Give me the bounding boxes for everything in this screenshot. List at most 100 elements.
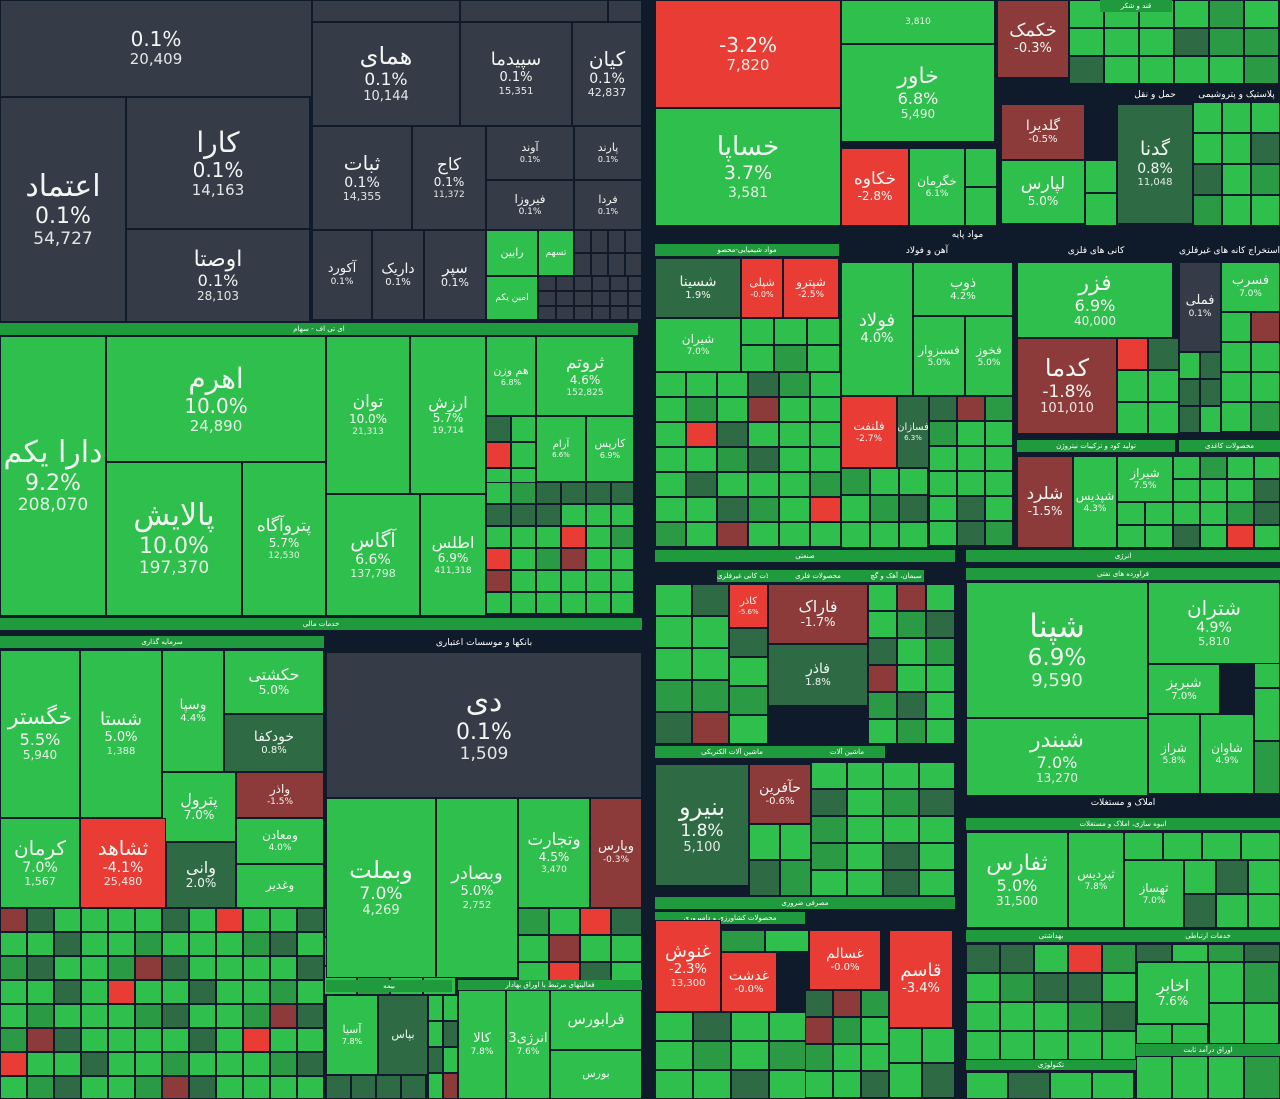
symbol-tile[interactable]: شیران 7.0% bbox=[655, 318, 741, 372]
minor-tile[interactable] bbox=[1209, 0, 1244, 28]
minor-tile[interactable] bbox=[833, 1044, 861, 1071]
minor-tile[interactable] bbox=[1050, 1072, 1092, 1099]
minor-tile[interactable] bbox=[779, 447, 810, 472]
minor-tile[interactable] bbox=[1092, 1072, 1134, 1099]
minor-tile[interactable] bbox=[608, 0, 642, 22]
minor-tile[interactable] bbox=[538, 291, 556, 306]
minor-tile[interactable] bbox=[1227, 525, 1254, 548]
minor-tile[interactable] bbox=[717, 497, 748, 522]
minor-tile[interactable] bbox=[608, 253, 625, 276]
minor-tile[interactable] bbox=[1222, 133, 1251, 164]
minor-tile[interactable] bbox=[270, 1052, 297, 1076]
minor-tile[interactable] bbox=[216, 1004, 243, 1028]
minor-tile[interactable] bbox=[1200, 352, 1221, 379]
minor-tile[interactable] bbox=[108, 1028, 135, 1052]
minor-tile[interactable] bbox=[1034, 973, 1068, 1002]
minor-tile[interactable] bbox=[897, 692, 926, 719]
minor-tile[interactable] bbox=[580, 935, 611, 962]
symbol-tile[interactable]: اهرم 10.0% 24,890 bbox=[106, 336, 326, 462]
minor-tile[interactable] bbox=[693, 1070, 731, 1099]
minor-tile[interactable] bbox=[1173, 525, 1200, 548]
minor-tile[interactable] bbox=[1222, 164, 1251, 195]
symbol-tile[interactable]: اوصتا 0.1% 28,103 bbox=[126, 229, 310, 322]
minor-tile[interactable] bbox=[868, 584, 897, 611]
minor-tile[interactable] bbox=[1117, 402, 1148, 434]
symbol-tile[interactable]: فولاد 4.0% bbox=[841, 262, 913, 396]
minor-tile[interactable] bbox=[692, 648, 729, 680]
minor-tile[interactable] bbox=[985, 471, 1013, 496]
minor-tile[interactable] bbox=[574, 230, 591, 253]
minor-tile[interactable] bbox=[811, 843, 847, 870]
minor-tile[interactable] bbox=[1069, 56, 1104, 84]
minor-tile[interactable] bbox=[536, 504, 561, 526]
minor-tile[interactable] bbox=[779, 497, 810, 522]
minor-tile[interactable] bbox=[108, 980, 135, 1004]
minor-tile[interactable] bbox=[897, 665, 926, 692]
minor-tile[interactable] bbox=[536, 482, 561, 504]
minor-tile[interactable] bbox=[270, 932, 297, 956]
minor-tile[interactable] bbox=[957, 496, 985, 521]
symbol-tile[interactable]: آوند 0.1% bbox=[486, 126, 574, 180]
minor-tile[interactable] bbox=[610, 276, 628, 291]
minor-tile[interactable] bbox=[1200, 479, 1227, 502]
minor-tile[interactable] bbox=[162, 908, 189, 932]
minor-tile[interactable] bbox=[1145, 502, 1173, 525]
minor-tile[interactable] bbox=[460, 0, 608, 22]
minor-tile[interactable] bbox=[1179, 406, 1200, 433]
minor-tile[interactable] bbox=[686, 372, 717, 397]
minor-tile[interactable] bbox=[586, 504, 611, 526]
minor-tile[interactable] bbox=[985, 521, 1013, 546]
minor-tile[interactable] bbox=[1085, 160, 1117, 193]
minor-tile[interactable] bbox=[769, 1012, 807, 1041]
minor-tile[interactable] bbox=[574, 253, 591, 276]
minor-tile[interactable] bbox=[1148, 370, 1179, 402]
minor-tile[interactable] bbox=[243, 932, 270, 956]
minor-tile[interactable] bbox=[741, 318, 774, 345]
minor-tile[interactable] bbox=[592, 291, 610, 306]
minor-tile[interactable] bbox=[511, 482, 536, 504]
minor-tile[interactable] bbox=[731, 1012, 769, 1041]
minor-tile[interactable] bbox=[731, 1070, 769, 1099]
minor-tile[interactable] bbox=[1179, 379, 1200, 406]
minor-tile[interactable] bbox=[297, 1028, 324, 1052]
symbol-tile[interactable]: غدشت -0.0% bbox=[721, 952, 777, 1012]
minor-tile[interactable] bbox=[847, 762, 883, 789]
minor-tile[interactable] bbox=[1173, 502, 1200, 525]
minor-tile[interactable] bbox=[243, 1052, 270, 1076]
minor-tile[interactable] bbox=[511, 570, 536, 592]
minor-tile[interactable] bbox=[549, 908, 580, 935]
minor-tile[interactable] bbox=[297, 1076, 324, 1099]
minor-tile[interactable] bbox=[586, 592, 611, 614]
symbol-tile[interactable]: لپارس 5.0% bbox=[1001, 160, 1085, 224]
minor-tile[interactable] bbox=[108, 932, 135, 956]
minor-tile[interactable] bbox=[586, 614, 611, 616]
minor-tile[interactable] bbox=[54, 1004, 81, 1028]
minor-tile[interactable] bbox=[1000, 1002, 1034, 1031]
minor-tile[interactable] bbox=[692, 712, 729, 744]
minor-tile[interactable] bbox=[1244, 944, 1280, 962]
minor-tile[interactable] bbox=[1102, 1002, 1136, 1031]
minor-tile[interactable] bbox=[731, 1041, 769, 1070]
minor-tile[interactable] bbox=[1069, 84, 1104, 86]
symbol-tile[interactable]: پتروآگاه 5.7% 12,530 bbox=[242, 462, 326, 616]
minor-tile[interactable] bbox=[769, 1041, 807, 1070]
minor-tile[interactable] bbox=[929, 396, 957, 421]
minor-tile[interactable] bbox=[549, 935, 580, 962]
symbol-tile[interactable]: ذوب 4.2% bbox=[913, 262, 1013, 316]
minor-tile[interactable] bbox=[1172, 944, 1208, 962]
minor-tile[interactable] bbox=[1069, 28, 1104, 56]
minor-tile[interactable] bbox=[1209, 84, 1244, 86]
minor-tile[interactable] bbox=[870, 522, 899, 548]
minor-tile[interactable] bbox=[189, 932, 216, 956]
symbol-tile[interactable]: کارا 0.1% 14,163 bbox=[126, 97, 310, 229]
minor-tile[interactable] bbox=[1193, 102, 1222, 133]
minor-tile[interactable] bbox=[899, 495, 928, 522]
minor-tile[interactable] bbox=[108, 1004, 135, 1028]
minor-tile[interactable] bbox=[1209, 1003, 1244, 1044]
minor-tile[interactable] bbox=[536, 592, 561, 614]
minor-tile[interactable] bbox=[162, 1004, 189, 1028]
minor-tile[interactable] bbox=[1251, 195, 1280, 226]
symbol-tile[interactable]: بپاس bbox=[378, 995, 428, 1075]
minor-tile[interactable] bbox=[729, 686, 768, 715]
minor-tile[interactable] bbox=[1221, 402, 1251, 432]
